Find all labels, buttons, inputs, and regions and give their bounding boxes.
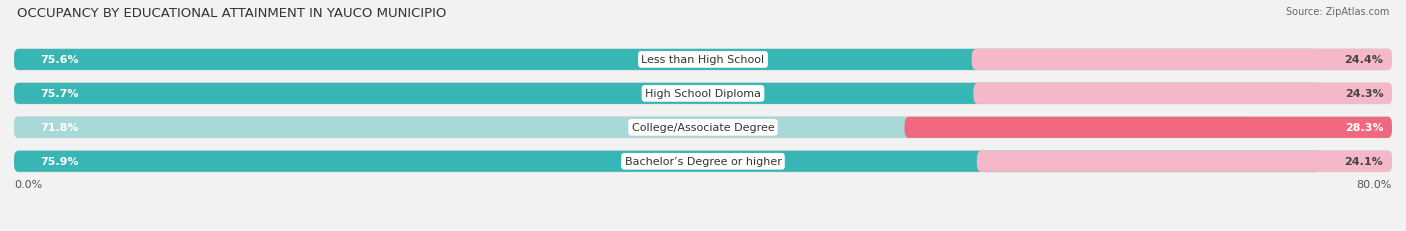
FancyBboxPatch shape xyxy=(14,83,1392,104)
Text: 71.8%: 71.8% xyxy=(39,123,79,133)
FancyBboxPatch shape xyxy=(14,151,1322,172)
Text: 24.3%: 24.3% xyxy=(1344,89,1384,99)
Text: 75.7%: 75.7% xyxy=(39,89,79,99)
FancyBboxPatch shape xyxy=(14,83,1317,104)
FancyBboxPatch shape xyxy=(977,151,1392,172)
Text: College/Associate Degree: College/Associate Degree xyxy=(631,123,775,133)
Text: 75.9%: 75.9% xyxy=(39,157,79,167)
FancyBboxPatch shape xyxy=(14,117,1251,138)
Text: Source: ZipAtlas.com: Source: ZipAtlas.com xyxy=(1285,7,1389,17)
Text: 75.6%: 75.6% xyxy=(39,55,79,65)
FancyBboxPatch shape xyxy=(14,50,1316,71)
FancyBboxPatch shape xyxy=(972,50,1392,71)
Text: Less than High School: Less than High School xyxy=(641,55,765,65)
FancyBboxPatch shape xyxy=(973,83,1392,104)
FancyBboxPatch shape xyxy=(14,50,1392,71)
FancyBboxPatch shape xyxy=(14,151,1392,172)
FancyBboxPatch shape xyxy=(14,117,1392,138)
Text: Bachelor’s Degree or higher: Bachelor’s Degree or higher xyxy=(624,157,782,167)
Text: 24.1%: 24.1% xyxy=(1344,157,1384,167)
FancyBboxPatch shape xyxy=(904,117,1392,138)
Text: 28.3%: 28.3% xyxy=(1344,123,1384,133)
Text: High School Diploma: High School Diploma xyxy=(645,89,761,99)
Text: 0.0%: 0.0% xyxy=(14,179,42,189)
Text: OCCUPANCY BY EDUCATIONAL ATTAINMENT IN YAUCO MUNICIPIO: OCCUPANCY BY EDUCATIONAL ATTAINMENT IN Y… xyxy=(17,7,446,20)
Text: 80.0%: 80.0% xyxy=(1357,179,1392,189)
Text: 24.4%: 24.4% xyxy=(1344,55,1384,65)
